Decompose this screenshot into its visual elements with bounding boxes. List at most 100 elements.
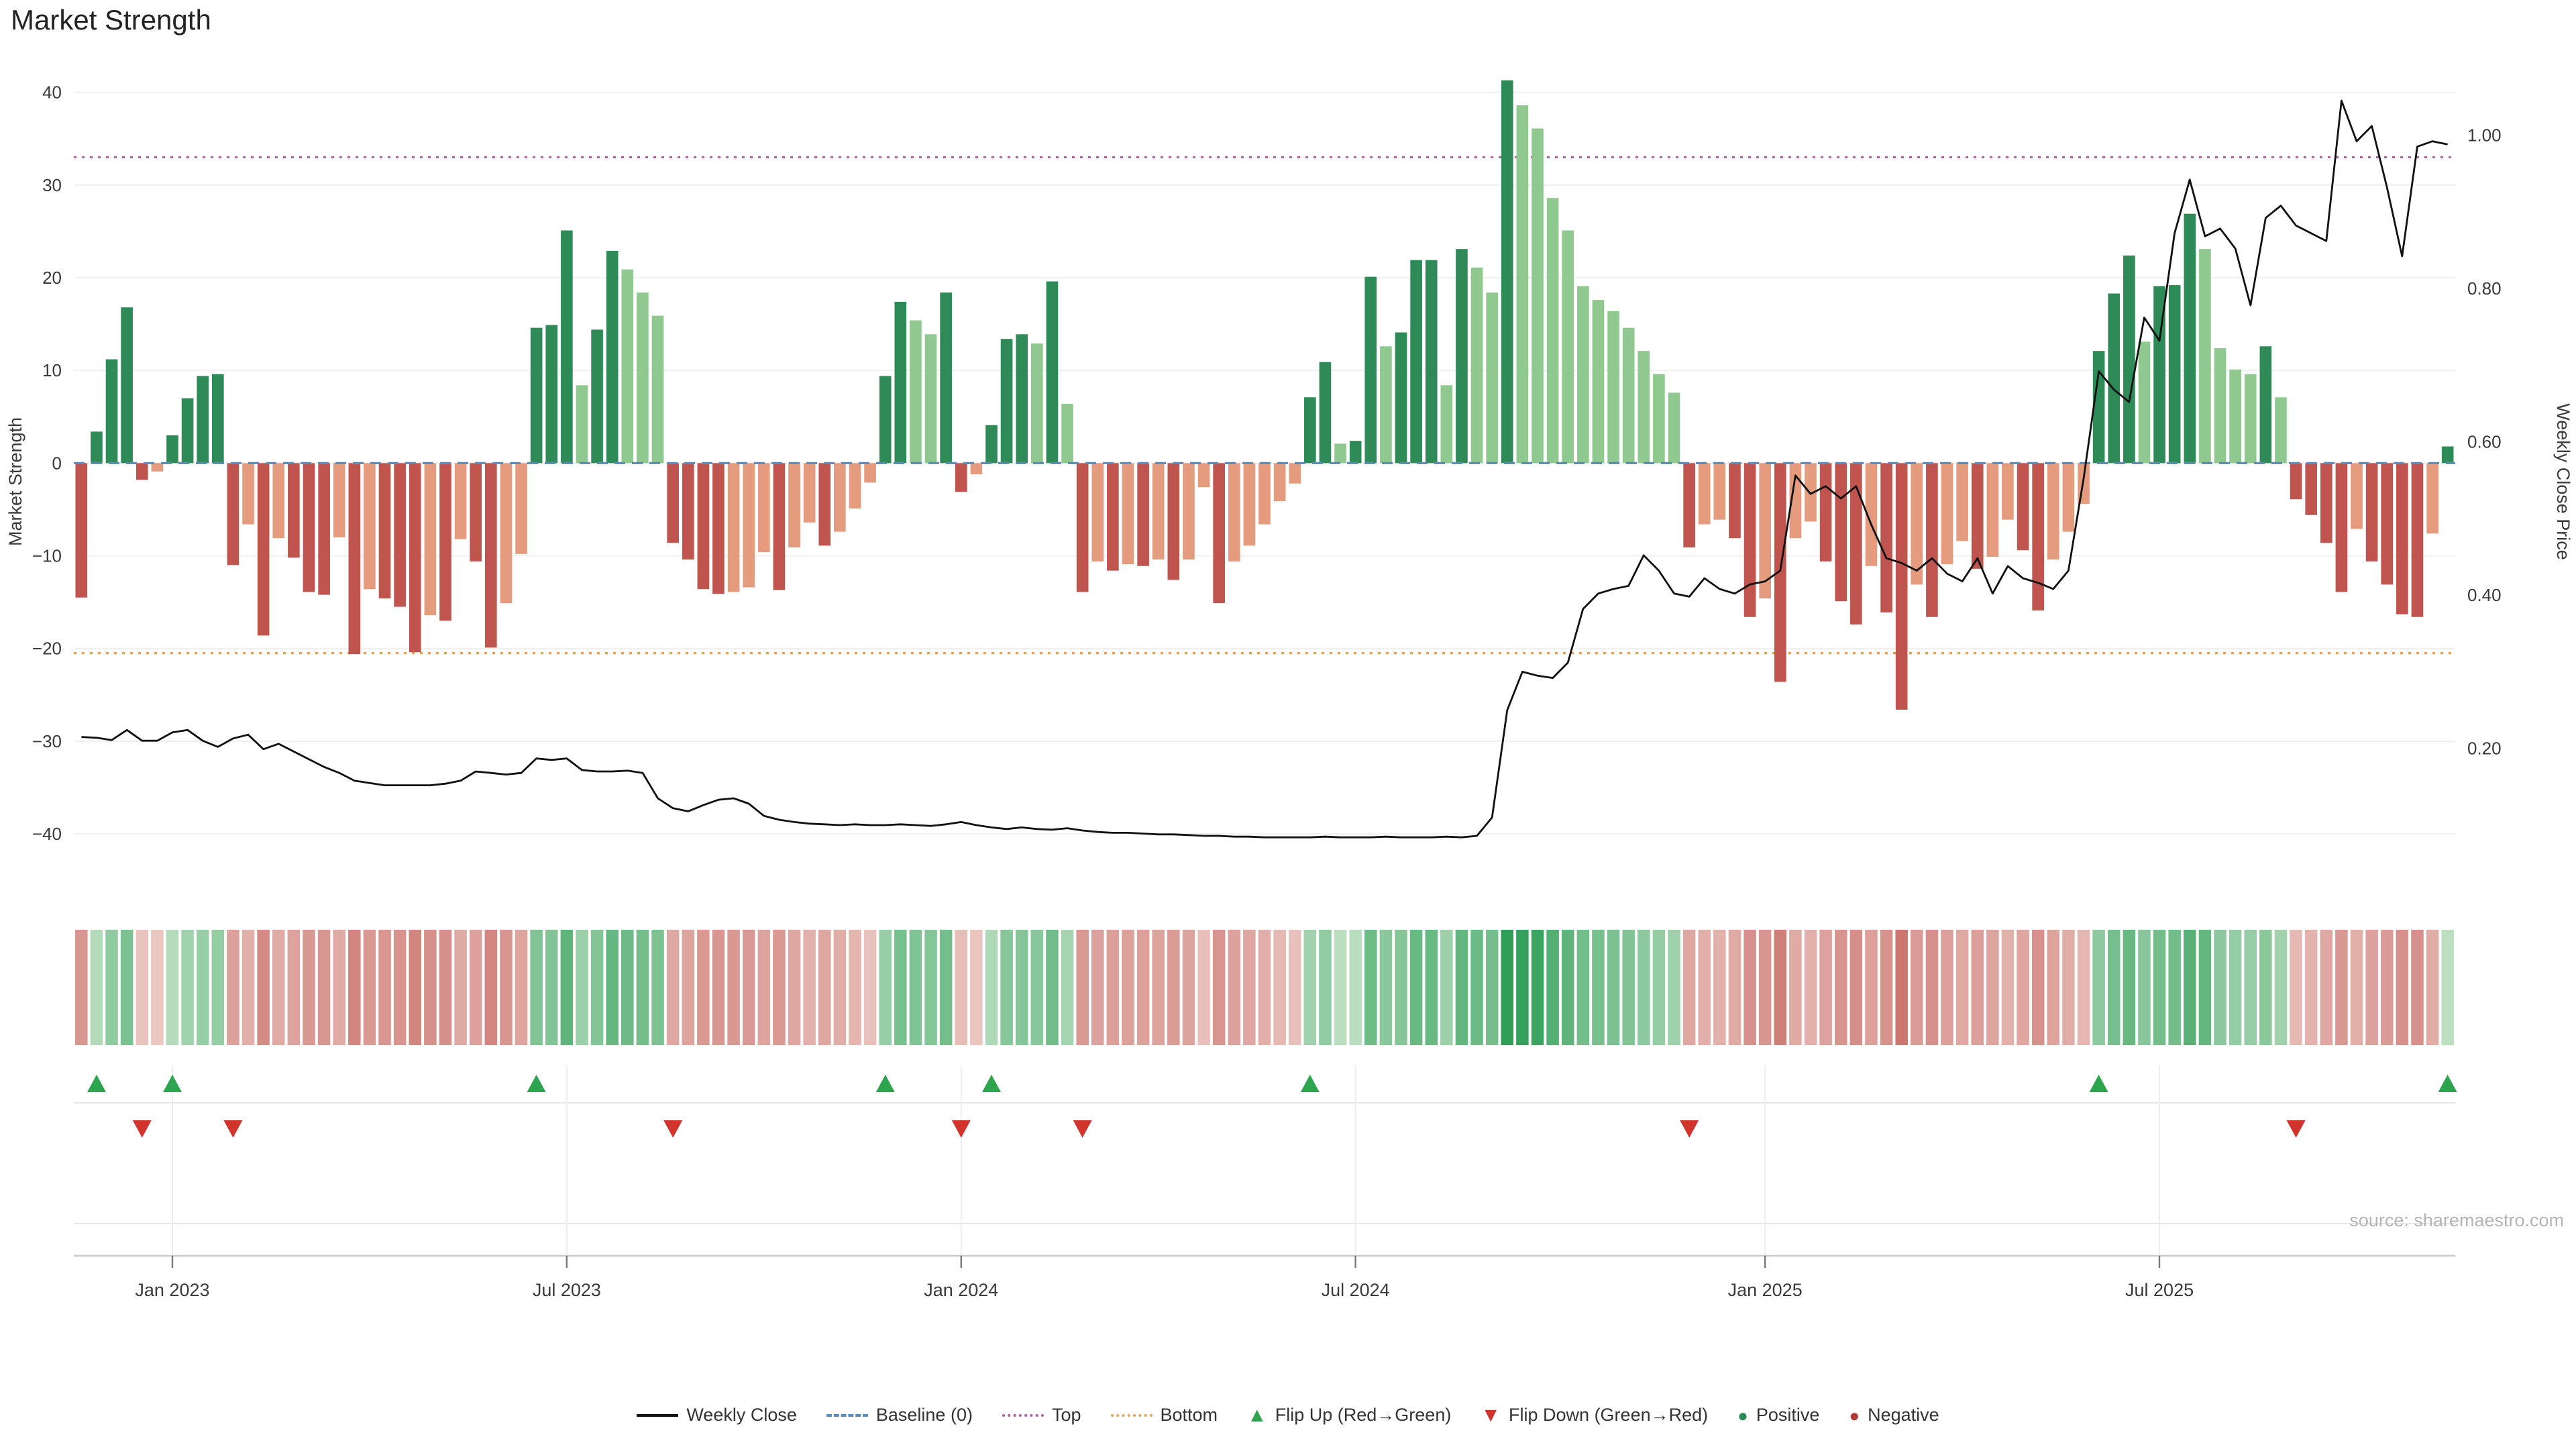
strength-bar [788, 463, 800, 548]
heatmap-cell [985, 930, 998, 1045]
dot-icon: ● [1737, 1405, 1748, 1426]
strength-bar [2138, 341, 2151, 464]
strength-bar [712, 463, 724, 594]
heatmap-cell [1243, 930, 1256, 1045]
strength-bar [682, 463, 694, 560]
flip-up-marker [2438, 1075, 2457, 1092]
heatmap-cell [939, 930, 953, 1045]
heatmap-cell [1986, 930, 1999, 1045]
dot-icon: ● [1849, 1405, 1860, 1426]
flip-up-marker [87, 1075, 106, 1092]
strength-bar [2335, 463, 2348, 592]
strength-bar [1016, 334, 1028, 464]
strength-bar [1562, 230, 1574, 464]
heatmap-cell [894, 930, 907, 1045]
triangle-down-icon: ▼ [1481, 1403, 1501, 1426]
strength-bar [1273, 463, 1286, 502]
strength-bar [1410, 260, 1422, 464]
heatmap-cell [1122, 930, 1134, 1045]
heatmap-cell [1379, 930, 1393, 1045]
heatmap-cell [2380, 930, 2394, 1045]
flip-down-marker [132, 1120, 152, 1138]
strength-bar [606, 250, 619, 464]
strength-bar [1167, 463, 1180, 580]
heatmap-cell [303, 930, 315, 1045]
legend-label: Flip Down (Green→Red) [1509, 1405, 1709, 1425]
heatmap-cell [75, 930, 88, 1045]
heatmap-cell [1592, 930, 1605, 1045]
heatmap-cell [1971, 930, 1984, 1045]
strength-bar [667, 463, 679, 543]
strength-bar [1289, 463, 1301, 484]
strength-bar [2320, 463, 2332, 543]
source-credit: source: sharemaestro.com [2349, 1210, 2564, 1230]
strength-bar [1213, 463, 1225, 604]
strength-bar [1546, 198, 1559, 464]
strength-bar [2244, 374, 2257, 464]
strength-bar [1501, 80, 1513, 464]
heatmap-cell [348, 930, 361, 1045]
heatmap-cell [2259, 930, 2272, 1045]
heatmap-cell [1911, 930, 1923, 1045]
strength-bar [1122, 463, 1134, 564]
left-tick-label: 0 [52, 453, 62, 473]
strength-bar [303, 463, 315, 592]
strength-bar [1425, 260, 1438, 464]
legend: Weekly Close Baseline (0) Top Bottom ▲ Flip U… [0, 1405, 2576, 1426]
x-tick-label: Jul 2025 [2125, 1280, 2194, 1300]
heatmap-cell [1516, 930, 1529, 1045]
strength-bar [1456, 249, 1468, 464]
right-tick-label: 0.40 [2467, 585, 2502, 605]
flip-up-marker [163, 1075, 182, 1092]
strength-bar [758, 463, 770, 553]
strength-bar [1835, 463, 1847, 602]
strength-bar [91, 431, 103, 464]
strength-bar [2381, 463, 2394, 585]
strength-bar [1743, 463, 1756, 617]
heatmap-cell [1743, 930, 1756, 1045]
strength-bar [121, 307, 133, 464]
strength-bar [894, 301, 907, 464]
heatmap-cell [1000, 930, 1013, 1045]
flip-down-marker [2286, 1120, 2306, 1138]
heatmap-cell [818, 930, 831, 1045]
heatmap-cell [1409, 930, 1423, 1045]
strength-bar [1819, 463, 1832, 561]
strength-bar [1076, 463, 1089, 592]
strength-bar [333, 463, 345, 537]
strength-bar [576, 385, 588, 464]
heatmap-cell [1819, 930, 1832, 1045]
strength-bar [1258, 463, 1271, 525]
heatmap-cell [1925, 930, 1939, 1045]
strength-bar [2047, 463, 2059, 560]
strength-bar [1349, 441, 1362, 464]
strength-bar [1592, 300, 1605, 464]
flip-down-marker [1073, 1120, 1092, 1138]
heatmap-cell [2365, 930, 2378, 1045]
x-tick-label: Jul 2024 [1322, 1280, 1390, 1300]
strength-bar [1380, 346, 1392, 464]
heatmap-cell [1152, 930, 1165, 1045]
strength-bar [1895, 463, 1908, 710]
heatmap-cell [1030, 930, 1044, 1045]
legend-item-6: ● Positive [1737, 1405, 1819, 1426]
strength-bar [1107, 463, 1119, 571]
heatmap-cell [1273, 930, 1286, 1045]
heatmap-cell [1303, 930, 1317, 1045]
strength-bar [2168, 285, 2181, 464]
heatmap-cell [651, 930, 664, 1045]
strength-bar [1759, 463, 1771, 599]
heatmap-cell [849, 930, 861, 1045]
heatmap-cell [2123, 930, 2136, 1045]
heatmap-cell [424, 930, 437, 1045]
strength-bar [2396, 463, 2408, 614]
heatmap-cell [1880, 930, 1893, 1045]
heatmap-cell [1349, 930, 1362, 1045]
strength-bar [364, 463, 376, 590]
heatmap-cell [196, 930, 209, 1045]
strength-bar [2184, 213, 2196, 464]
strength-bar [1926, 463, 1938, 617]
heatmap-cell [2229, 930, 2242, 1045]
x-tick-label: Jan 2025 [1728, 1280, 1803, 1300]
